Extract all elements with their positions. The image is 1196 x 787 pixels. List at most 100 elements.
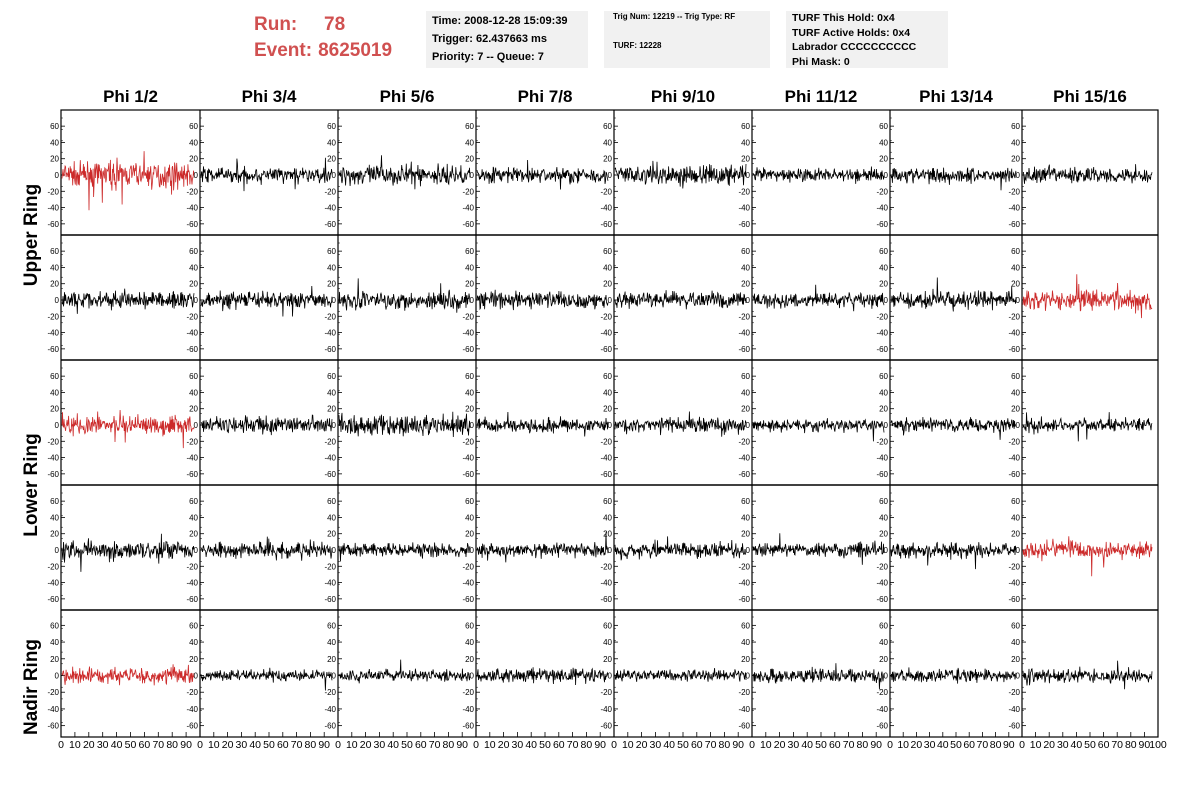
x-tick-label: 30 xyxy=(512,739,524,751)
y-tick-label: 0 xyxy=(55,171,60,180)
y-tick-label: -20 xyxy=(876,562,888,571)
y-tick-label: 60 xyxy=(603,247,612,256)
y-tick-label: 20 xyxy=(603,530,612,539)
x-tick-label: 60 xyxy=(1098,739,1110,751)
y-tick-label: -60 xyxy=(738,345,750,354)
y-tick-label: -20 xyxy=(324,562,336,571)
waveform xyxy=(61,288,195,314)
y-tick-label: -60 xyxy=(1008,345,1020,354)
y-tick-label: -60 xyxy=(600,722,612,731)
y-tick-label: 60 xyxy=(603,497,612,506)
y-tick-label: 60 xyxy=(879,122,888,131)
x-tick-label: 40 xyxy=(525,739,537,751)
waveform xyxy=(752,284,885,312)
x-tick-label: 70 xyxy=(843,739,855,751)
column-title: Phi 11/12 xyxy=(784,87,858,106)
x-tick-label: 20 xyxy=(360,739,372,751)
waveform xyxy=(890,541,1017,570)
x-tick-label: 60 xyxy=(553,739,565,751)
waveform xyxy=(1022,412,1153,442)
y-tick-label: 40 xyxy=(465,513,474,522)
priority-text: Priority: 7 -- Queue: 7 xyxy=(432,51,544,63)
x-tick-label: 60 xyxy=(139,739,151,751)
y-tick-label: 60 xyxy=(603,372,612,381)
turf-hold-text: TURF This Hold: 0x4 xyxy=(792,12,895,24)
y-tick-label: 20 xyxy=(465,280,474,289)
y-tick-label: 60 xyxy=(189,247,198,256)
y-tick-label: 20 xyxy=(50,405,59,414)
x-tick-label: 80 xyxy=(305,739,317,751)
x-tick-label: 60 xyxy=(415,739,427,751)
y-tick-label: -60 xyxy=(324,470,336,479)
y-tick-label: 40 xyxy=(327,513,336,522)
y-tick-label: 40 xyxy=(327,638,336,647)
y-tick-label: 60 xyxy=(1011,372,1020,381)
y-tick-label: 60 xyxy=(741,122,750,131)
y-tick-label: 0 xyxy=(746,672,751,681)
y-tick-label: -60 xyxy=(47,722,59,731)
y-tick-label: 60 xyxy=(465,122,474,131)
y-tick-label: -40 xyxy=(600,454,612,463)
x-tick-label: 0 xyxy=(1019,739,1025,751)
y-tick-label: 20 xyxy=(327,655,336,664)
y-tick-label: 40 xyxy=(1011,638,1020,647)
x-tick-label: 60 xyxy=(829,739,841,751)
y-tick-label: -20 xyxy=(186,562,198,571)
x-tick-label: 90 xyxy=(1139,739,1151,751)
y-tick-label: 20 xyxy=(189,280,198,289)
y-tick-label: 0 xyxy=(55,296,60,305)
y-tick-label: -60 xyxy=(1008,722,1020,731)
y-tick-label: 40 xyxy=(1011,388,1020,397)
y-tick-label: 40 xyxy=(189,638,198,647)
y-tick-label: -60 xyxy=(738,595,750,604)
waveform xyxy=(752,418,885,442)
x-tick-label: 70 xyxy=(429,739,441,751)
y-tick-label: -20 xyxy=(462,437,474,446)
y-tick-label: 20 xyxy=(741,655,750,664)
x-tick-label: 90 xyxy=(594,739,606,751)
column-title: Phi 13/14 xyxy=(919,87,993,106)
y-tick-label: -60 xyxy=(462,722,474,731)
x-tick-label: 0 xyxy=(749,739,755,751)
y-tick-label: 40 xyxy=(327,388,336,397)
y-tick-label: 40 xyxy=(50,388,59,397)
x-tick-label: 50 xyxy=(539,739,551,751)
y-tick-label: -40 xyxy=(462,329,474,338)
y-tick-label: -20 xyxy=(462,688,474,697)
x-tick-label: 0 xyxy=(611,739,617,751)
x-tick-label: 0 xyxy=(473,739,479,751)
y-tick-label: 40 xyxy=(879,388,888,397)
y-tick-label: 60 xyxy=(189,621,198,630)
y-tick-label: 20 xyxy=(189,405,198,414)
y-tick-label: -20 xyxy=(47,562,59,571)
y-tick-label: -20 xyxy=(600,688,612,697)
y-tick-label: 0 xyxy=(194,546,199,555)
x-tick-label: 20 xyxy=(1043,739,1055,751)
y-tick-label: -60 xyxy=(47,470,59,479)
trigger-text: Trigger: 62.437663 ms xyxy=(432,33,547,45)
waveform xyxy=(752,533,885,565)
waveform xyxy=(476,159,609,190)
y-tick-label: 20 xyxy=(465,655,474,664)
y-tick-label: -20 xyxy=(1008,312,1020,321)
y-tick-label: 20 xyxy=(465,155,474,164)
x-tick-label: 0 xyxy=(58,739,64,751)
y-tick-label: 40 xyxy=(603,388,612,397)
waveform-triggered xyxy=(1022,536,1153,577)
y-tick-label: 0 xyxy=(1016,421,1021,430)
waveform xyxy=(614,667,747,682)
x-tick-label: 10 xyxy=(208,739,220,751)
y-tick-label: 20 xyxy=(1011,405,1020,414)
event-value: 8625019 xyxy=(318,40,393,61)
x-tick-label: 90 xyxy=(180,739,192,751)
waveform-triggered xyxy=(1022,274,1153,319)
y-tick-label: -20 xyxy=(47,187,59,196)
y-tick-label: 20 xyxy=(465,405,474,414)
y-tick-label: 60 xyxy=(741,621,750,630)
y-tick-label: -20 xyxy=(186,187,198,196)
y-tick-label: -20 xyxy=(876,437,888,446)
turf-active-text: TURF Active Holds: 0x4 xyxy=(792,26,911,39)
x-tick-label: 10 xyxy=(69,739,81,751)
y-tick-label: -20 xyxy=(324,312,336,321)
x-tick-label: 50 xyxy=(401,739,413,751)
